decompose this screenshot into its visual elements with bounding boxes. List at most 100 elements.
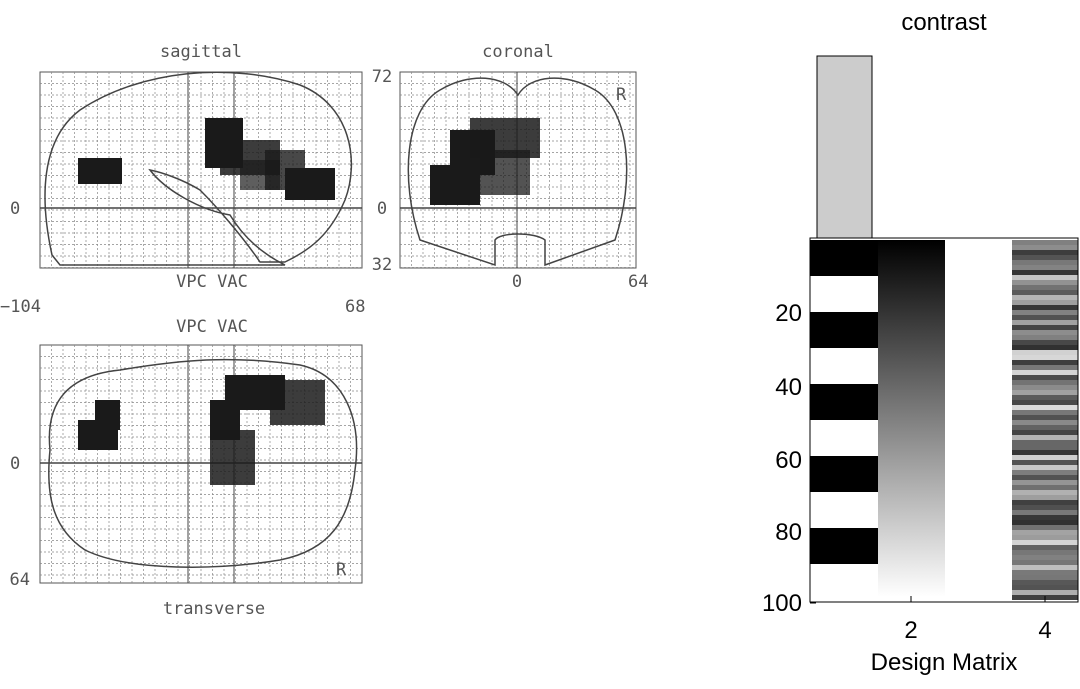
band	[810, 276, 878, 312]
band	[1012, 285, 1078, 290]
label: 64	[628, 272, 648, 292]
band	[1012, 350, 1078, 355]
band	[1012, 590, 1078, 595]
band	[1012, 480, 1078, 485]
band	[1012, 385, 1078, 390]
band	[1012, 275, 1078, 280]
brain-outline	[407, 77, 628, 267]
label: 68	[345, 297, 365, 317]
band	[810, 240, 878, 276]
band	[1012, 280, 1078, 285]
band	[1012, 250, 1078, 255]
band	[1012, 585, 1078, 590]
transverse-panel: 64 VPC VAC 0 R transverse	[10, 317, 363, 619]
band	[1012, 370, 1078, 375]
band	[1012, 310, 1078, 315]
band	[1012, 320, 1078, 325]
band	[1012, 545, 1078, 550]
sagittal-panel: sagittal 72 0 VPC VAC −104 68	[0, 42, 392, 317]
activation	[78, 375, 325, 485]
y-tick-label: 40	[775, 374, 802, 401]
label: 0	[10, 454, 20, 474]
band	[1012, 430, 1078, 435]
activation	[430, 118, 540, 205]
band	[1012, 330, 1078, 335]
band	[1012, 460, 1078, 465]
band	[1012, 515, 1078, 520]
band	[1012, 495, 1078, 500]
band	[1012, 475, 1078, 480]
band	[1012, 405, 1078, 410]
band	[1012, 535, 1078, 540]
band	[810, 456, 878, 492]
band	[1012, 260, 1078, 265]
panel-title: coronal	[482, 42, 554, 62]
brain-outline	[48, 358, 358, 568]
label: R	[616, 85, 627, 105]
column	[1012, 240, 1078, 600]
band	[1012, 325, 1078, 330]
band	[1012, 465, 1078, 470]
band	[1012, 510, 1078, 515]
band	[810, 420, 878, 456]
band	[1012, 295, 1078, 300]
band	[1012, 380, 1078, 385]
band	[1012, 575, 1078, 580]
band	[1012, 290, 1078, 295]
band	[1012, 570, 1078, 575]
band	[1012, 550, 1078, 555]
band	[1012, 555, 1078, 560]
band	[1012, 400, 1078, 405]
band	[1012, 470, 1078, 475]
band	[1012, 490, 1078, 495]
contrast-bar	[816, 55, 873, 239]
column	[878, 240, 945, 597]
band	[1012, 355, 1078, 360]
panel-title: sagittal	[160, 42, 242, 62]
y-tick-label: 60	[775, 447, 802, 474]
matrix-frame	[809, 237, 1079, 603]
band	[1012, 525, 1078, 530]
label: 0	[377, 199, 387, 219]
band	[1012, 505, 1078, 510]
band	[810, 528, 878, 564]
label: VPC VAC	[176, 317, 248, 337]
band	[1012, 395, 1078, 400]
band	[1012, 520, 1078, 525]
panel-title: transverse	[163, 599, 265, 619]
band	[810, 492, 878, 528]
band	[1012, 450, 1078, 455]
band	[1012, 410, 1078, 415]
band	[1012, 265, 1078, 270]
band	[810, 384, 878, 420]
contrast-title: contrast	[901, 9, 987, 36]
label: 0	[10, 199, 20, 219]
band	[1012, 300, 1078, 305]
band	[1012, 365, 1078, 370]
y-tick-label: 80	[775, 519, 802, 546]
label: 72	[372, 67, 392, 87]
column	[810, 240, 878, 578]
band	[1012, 270, 1078, 275]
brain-outline	[44, 71, 353, 266]
band	[1012, 530, 1078, 535]
label: R	[336, 560, 347, 580]
band	[1012, 440, 1078, 445]
x-tick-label: 2	[904, 617, 917, 644]
band	[810, 312, 878, 348]
y-tick-label: 20	[775, 300, 802, 327]
label: 64	[10, 570, 30, 590]
band	[1012, 560, 1078, 565]
y-tick-label: 100	[762, 590, 802, 617]
band	[1012, 305, 1078, 310]
x-tick-label: 4	[1038, 617, 1051, 644]
band	[1012, 565, 1078, 570]
band	[1012, 580, 1078, 585]
band	[1012, 500, 1078, 505]
band	[1012, 255, 1078, 260]
band	[1012, 540, 1078, 545]
band	[1012, 345, 1078, 350]
band	[1012, 485, 1078, 490]
band	[1012, 435, 1078, 440]
